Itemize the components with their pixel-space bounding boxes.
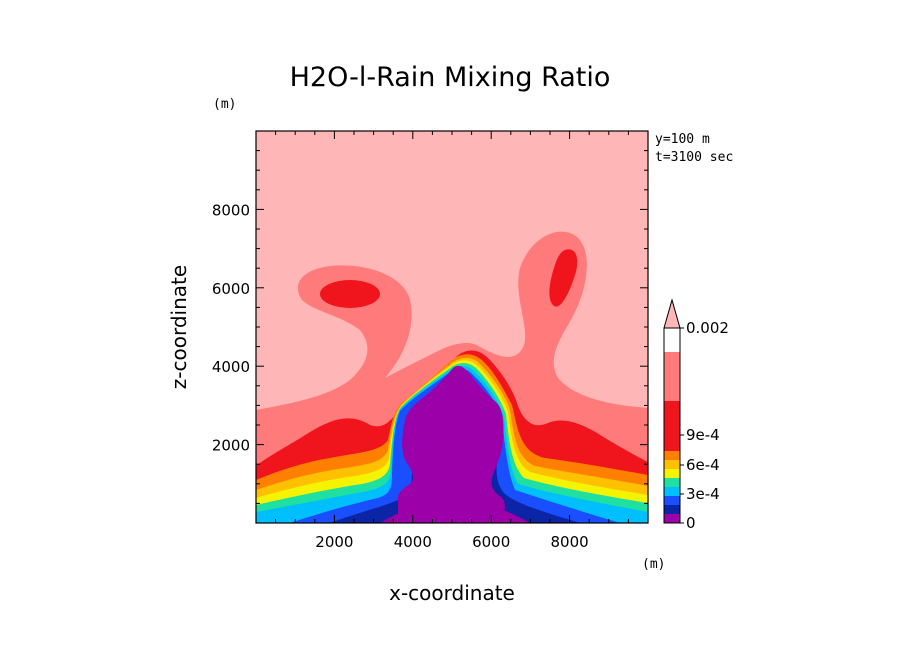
x-tick-label: 4000 — [394, 533, 432, 551]
colorbar: 0.002 9e-4 6e-4 3e-4 0 — [663, 298, 729, 532]
colorbar-tick-label: 3e-4 — [686, 485, 720, 503]
x-unit-label: (m) — [642, 557, 665, 572]
field-core-right — [549, 249, 578, 307]
colorbar-segment — [664, 469, 680, 478]
colorbar-segment — [664, 451, 680, 460]
y-axis: 2000 4000 6000 8000 — [212, 150, 648, 504]
colorbar-segment — [664, 496, 680, 505]
colorbar-segment — [664, 478, 680, 487]
colorbar-tick-label: 0.002 — [686, 319, 729, 337]
colorbar-segment — [664, 401, 680, 451]
annotation-t: t=3100 sec — [655, 150, 733, 165]
annotation-y: y=100 m — [655, 132, 710, 147]
colorbar-tick-label: 6e-4 — [686, 456, 720, 474]
y-tick-label: 6000 — [212, 280, 250, 298]
x-axis-label: x-coordinate — [389, 581, 515, 605]
field-core-left — [320, 280, 380, 308]
y-axis-label: z-coordinate — [167, 265, 191, 389]
colorbar-tick-label: 0 — [686, 514, 696, 532]
field-level-zero — [398, 365, 505, 523]
colorbar-segment — [664, 505, 680, 514]
y-tick-label: 2000 — [212, 437, 250, 455]
y-tick-label: 4000 — [212, 358, 250, 376]
colorbar-segment — [664, 352, 680, 401]
x-tick-label: 6000 — [472, 533, 510, 551]
x-tick-label: 2000 — [315, 533, 353, 551]
chart-title: H2O-l-Rain Mixing Ratio — [290, 62, 611, 93]
field-level-zero-base — [380, 506, 530, 523]
colorbar-frame — [663, 327, 681, 524]
x-axis: 2000 4000 6000 8000 — [275, 131, 629, 551]
y-unit-label: (m) — [213, 97, 236, 112]
colorbar-segment — [664, 460, 680, 469]
y-tick-label: 8000 — [212, 201, 250, 219]
plot-area — [255, 130, 649, 524]
colorbar-segment — [664, 514, 680, 523]
colorbar-tick-label: 9e-4 — [686, 426, 720, 444]
colorbar-segment — [664, 487, 680, 496]
x-tick-label: 8000 — [551, 533, 589, 551]
colorbar-extend-triangle — [663, 298, 681, 329]
